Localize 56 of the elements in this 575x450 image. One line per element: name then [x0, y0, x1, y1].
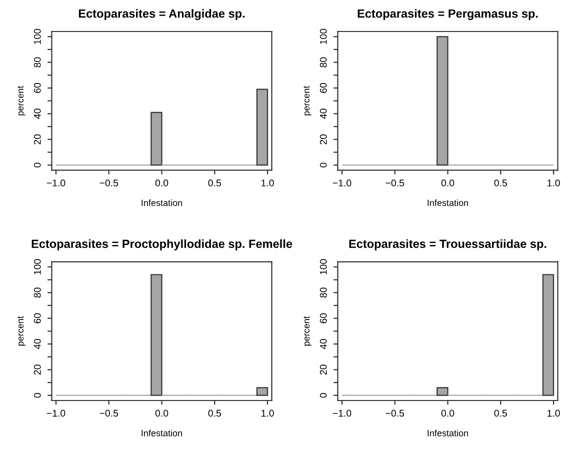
x-tick-label: 0.0: [155, 180, 168, 186]
x-tick-label: 1.0: [262, 180, 274, 186]
x-tick-label: −0.5: [386, 180, 404, 186]
x-tick-label: 0.0: [441, 410, 454, 417]
x-tick-label: −0.5: [100, 180, 118, 186]
y-tick-label: 20: [320, 364, 327, 375]
y-tick-label: 20: [34, 364, 41, 375]
y-axis-title: percent: [304, 316, 312, 346]
y-tick-label: 100: [320, 28, 327, 44]
x-tick-label: 0.5: [494, 180, 507, 186]
x-tick-label: −1.0: [332, 410, 352, 417]
x-tick-label: 0.0: [155, 410, 168, 417]
y-tick-label: 40: [320, 108, 327, 119]
y-tick-label: 0: [34, 393, 41, 398]
chart-title: Ectoparasites = Proctophyllodidae sp. Femelle: [32, 239, 292, 250]
x-tick-label: −1.0: [332, 180, 352, 186]
x-tick-label: −0.5: [386, 410, 404, 417]
y-tick-label: 20: [34, 134, 41, 144]
y-tick-label: 20: [320, 134, 327, 144]
y-tick-label: 40: [34, 108, 41, 119]
x-axis-title: Infestation: [428, 430, 468, 436]
x-tick-label: −0.5: [100, 410, 118, 417]
y-tick-label: 0: [34, 162, 41, 168]
y-tick-label: 60: [34, 313, 41, 324]
y-tick-label: 80: [320, 288, 327, 298]
x-axis-title: Infestation: [142, 199, 182, 206]
x-tick-label: 0.5: [208, 180, 221, 186]
y-tick-label: 0: [320, 393, 327, 398]
chart-title: Ectoparasites = Analgidae sp.: [78, 9, 245, 20]
y-tick-label: 100: [320, 259, 327, 274]
x-tick-label: 1.0: [548, 180, 560, 186]
y-tick-label: 100: [34, 259, 41, 274]
x-tick-label: 1.0: [262, 410, 274, 417]
y-tick-label: 60: [320, 82, 327, 93]
x-tick-label: −1.0: [46, 410, 66, 417]
y-tick-label: 60: [320, 313, 327, 324]
x-tick-label: −1.0: [46, 180, 66, 186]
y-tick-label: 80: [34, 57, 41, 68]
y-tick-label: 80: [320, 57, 327, 68]
x-tick-label: 1.0: [548, 410, 560, 417]
y-axis-title: percent: [18, 316, 26, 346]
y-tick-label: 60: [34, 82, 41, 93]
x-tick-label: 0.5: [208, 410, 221, 417]
y-tick-label: 0: [320, 162, 327, 168]
y-tick-label: 100: [34, 28, 41, 44]
x-tick-label: 0.0: [441, 180, 454, 186]
chart-title: Ectoparasites = Pergamasus sp.: [358, 9, 538, 20]
y-tick-label: 40: [34, 338, 41, 350]
x-axis-title: Infestation: [428, 199, 468, 206]
y-tick-label: 40: [320, 338, 327, 350]
y-axis-title: percent: [304, 86, 312, 116]
chart-title: Ectoparasites = Trouessartiidae sp.: [349, 239, 546, 250]
x-tick-label: 0.5: [494, 410, 507, 417]
y-axis-title: percent: [18, 86, 26, 116]
x-axis-title: Infestation: [142, 430, 182, 436]
y-tick-label: 80: [34, 288, 41, 298]
